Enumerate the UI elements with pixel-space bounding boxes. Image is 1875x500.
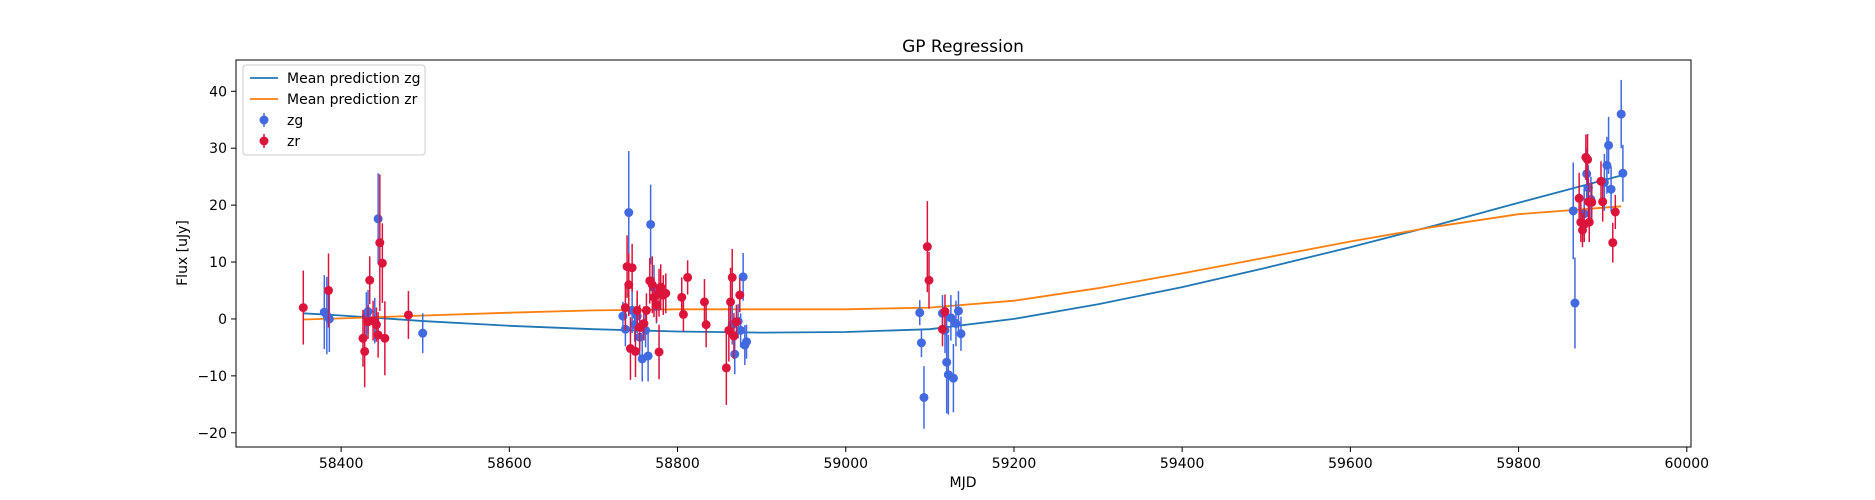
x-axis-ticks: 58400 58600 58800 59000 59200 59400 59600 59800…	[319, 447, 1709, 472]
data-point-zg	[1570, 298, 1580, 308]
legend: Mean prediction zg Mean prediction zr zg…	[242, 64, 426, 156]
data-point-zr	[647, 280, 657, 290]
data-point-zr	[727, 272, 737, 282]
x-tick-label: 59600	[1328, 456, 1373, 472]
data-point-zg	[1602, 160, 1612, 170]
x-tick-label: 59200	[992, 456, 1037, 472]
data-point-zr	[683, 272, 693, 282]
data-point-zr	[924, 275, 934, 285]
data-point-zr	[1610, 207, 1620, 217]
data-point-zr	[654, 347, 664, 357]
series-zg	[319, 79, 1628, 429]
data-point-zr	[620, 303, 630, 313]
y-axis-ticks: −20 −10 0 10 20 30 40	[197, 84, 236, 442]
y-tick-label: 10	[209, 255, 227, 271]
data-point-zr	[371, 320, 381, 330]
y-tick-label: 20	[209, 198, 227, 214]
data-point-zr	[358, 333, 368, 343]
data-point-zg	[624, 208, 634, 218]
data-point-zg	[1582, 169, 1592, 179]
y-axis-label: Flux [uJy]	[175, 220, 191, 286]
legend-label-zg: zg	[287, 113, 303, 129]
data-point-zr	[1587, 197, 1597, 207]
data-point-zr	[298, 303, 308, 313]
data-point-zr	[1598, 197, 1608, 207]
data-point-zg	[373, 214, 383, 224]
legend-swatch-zr	[259, 134, 269, 148]
data-point-zg	[738, 272, 748, 282]
data-point-zr	[701, 320, 711, 330]
data-point-zg	[919, 392, 929, 402]
data-point-zg	[942, 357, 952, 367]
data-point-zg	[730, 349, 740, 359]
data-point-zg	[418, 328, 428, 338]
data-point-zg	[953, 306, 963, 316]
data-point-zr	[678, 309, 688, 319]
mean-prediction-line-zr	[303, 205, 1622, 321]
data-point-zg	[643, 351, 653, 361]
y-tick-label: 30	[209, 141, 227, 157]
data-point-zr	[677, 292, 687, 302]
data-point-zr	[1574, 193, 1584, 203]
legend-label-zr: zr	[287, 134, 300, 150]
data-point-zr	[1596, 176, 1606, 186]
data-point-zg	[915, 308, 925, 318]
data-point-zg	[1568, 206, 1578, 216]
data-point-zr	[630, 346, 640, 356]
data-point-zr	[380, 333, 390, 343]
data-point-zg	[1618, 168, 1628, 178]
x-tick-label: 60000	[1665, 456, 1710, 472]
data-point-zg	[736, 325, 746, 335]
data-point-zg	[324, 314, 334, 324]
x-tick-label: 58800	[655, 456, 700, 472]
plot-area	[298, 79, 1628, 429]
data-point-zg	[742, 337, 752, 347]
x-tick-label: 59000	[823, 456, 868, 472]
data-point-zr	[373, 330, 383, 340]
data-point-zr	[661, 288, 671, 298]
data-point-zr	[627, 263, 637, 273]
data-point-zr	[360, 346, 370, 356]
data-point-zg	[956, 329, 966, 339]
data-point-zr	[735, 290, 745, 300]
x-tick-label: 59400	[1160, 456, 1205, 472]
data-point-zg	[916, 338, 926, 348]
data-point-zr	[624, 280, 634, 290]
data-point-zr	[641, 305, 651, 315]
legend-label-mean-zg: Mean prediction zg	[287, 71, 421, 87]
data-point-zr	[403, 310, 413, 320]
data-point-zg	[948, 373, 958, 383]
legend-label-mean-zr: Mean prediction zr	[287, 92, 418, 108]
data-point-zr	[1608, 238, 1618, 248]
x-axis-label: MJD	[950, 475, 977, 491]
data-point-zr	[922, 242, 932, 252]
x-tick-label: 58400	[319, 456, 364, 472]
data-point-zg	[1604, 140, 1614, 150]
mean-prediction-line-zg	[303, 174, 1622, 334]
data-point-zg	[1616, 109, 1626, 119]
y-tick-label: −20	[197, 426, 227, 442]
axes-frame	[235, 59, 1692, 448]
x-tick-label: 58600	[487, 456, 532, 472]
y-tick-label: −10	[197, 369, 227, 385]
data-point-zr	[324, 285, 334, 295]
x-tick-label: 59800	[1496, 456, 1541, 472]
data-point-zg	[1606, 184, 1616, 194]
data-point-zr	[377, 258, 387, 268]
legend-swatch-zg	[259, 113, 269, 127]
legend-box	[242, 64, 426, 156]
chart-title: GP Regression	[902, 37, 1024, 57]
data-point-zr	[1583, 155, 1593, 165]
data-point-zr	[726, 297, 736, 307]
data-point-zr	[365, 275, 375, 285]
data-point-zr	[940, 307, 950, 317]
series-zr	[298, 133, 1620, 405]
data-point-zr	[699, 297, 709, 307]
y-tick-label: 40	[209, 84, 227, 100]
y-tick-label: 0	[218, 312, 227, 328]
data-point-zr	[731, 317, 741, 327]
data-point-zr	[721, 363, 731, 373]
data-point-zg	[646, 219, 656, 229]
